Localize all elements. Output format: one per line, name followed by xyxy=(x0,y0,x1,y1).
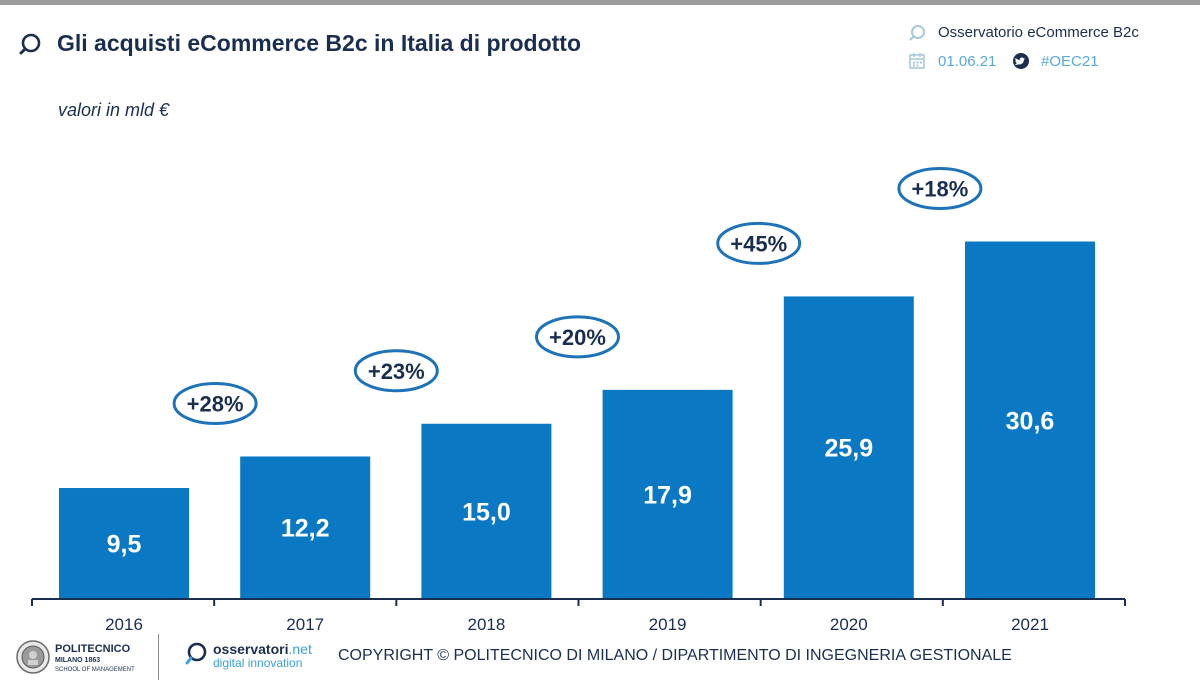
growth-label-1: +28% xyxy=(187,391,244,416)
tick-label-2019: 2019 xyxy=(649,615,687,634)
osservatori-name: osservatori.net xyxy=(213,641,312,657)
bar-2019 xyxy=(602,389,733,599)
copyright-text: COPYRIGHT © POLITECNICO DI MILANO / DIPA… xyxy=(338,647,1012,664)
bar-2021 xyxy=(965,241,1095,599)
growth-ring-4 xyxy=(716,221,802,265)
tick-label-2017: 2017 xyxy=(286,615,324,634)
bar-2020 xyxy=(783,296,914,599)
twitter-icon xyxy=(1013,53,1029,69)
politecnico-sub: MILANO 1863 xyxy=(55,657,101,664)
value-label-2016: 9,5 xyxy=(107,531,142,559)
tick-label-2016: 2016 xyxy=(105,615,143,634)
politecnico-name: POLITECNICO xyxy=(55,643,131,655)
growth-label-3: +20% xyxy=(549,325,606,350)
value-label-2019: 17,9 xyxy=(643,481,692,509)
growth-label-2: +23% xyxy=(368,359,425,384)
value-label-2017: 12,2 xyxy=(281,515,330,543)
magnifier-icon xyxy=(909,25,925,41)
source-label: Osservatorio eCommerce B2c xyxy=(938,24,1139,41)
politecnico-seal-icon xyxy=(16,640,50,674)
top-bar xyxy=(0,0,1200,5)
calendar-icon xyxy=(909,53,925,69)
growth-ring-5 xyxy=(897,167,983,211)
magnifier-logo-icon xyxy=(19,33,41,55)
growth-label-5: +18% xyxy=(911,177,968,202)
growth-ring-2 xyxy=(353,349,439,393)
growth-label-4: +45% xyxy=(730,231,787,256)
value-label-2021: 30,6 xyxy=(1006,407,1055,435)
footer-divider xyxy=(158,634,159,680)
unit-label: valori in mld € xyxy=(58,100,170,120)
growth-ring-1 xyxy=(172,381,258,425)
growth-ring-3 xyxy=(535,315,620,359)
tick-label-2020: 2020 xyxy=(830,615,868,634)
politecnico-school: SCHOOL OF MANAGEMENT xyxy=(55,667,135,673)
tick-label-2018: 2018 xyxy=(467,615,505,634)
osservatori-logo-icon xyxy=(185,642,207,665)
osservatori-sub: digital innovation xyxy=(213,656,303,670)
value-label-2020: 25,9 xyxy=(824,435,873,463)
bar-2016 xyxy=(59,488,189,599)
hashtag-label: #OEC21 xyxy=(1041,53,1099,70)
value-label-2018: 15,0 xyxy=(462,498,511,526)
bar-2018 xyxy=(421,423,552,599)
tick-label-2021: 2021 xyxy=(1011,615,1049,634)
bar-2017 xyxy=(240,456,371,599)
page-title: Gli acquisti eCommerce B2c in Italia di … xyxy=(57,30,581,56)
date-label: 01.06.21 xyxy=(938,53,997,70)
